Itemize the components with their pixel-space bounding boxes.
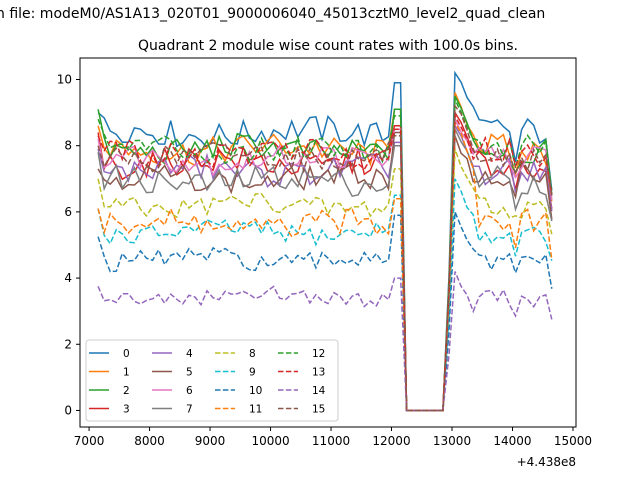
series-layer [97,70,553,412]
legend-label: 2 [123,385,130,397]
y-tick-label: 10 [57,73,72,87]
legend-label: 3 [123,404,130,416]
legend-label: 10 [249,385,262,397]
y-axis: 0 2 4 6 8 10 [57,73,80,417]
x-tick-label: 14000 [493,434,531,448]
legend-label: 12 [312,348,325,360]
x-tick-label: 10000 [251,434,289,448]
legend-label: 11 [249,404,262,416]
series-line-7 [97,128,553,412]
legend-label: 14 [312,385,326,397]
y-tick-label: 6 [64,205,72,219]
chart-title: Quadrant 2 module wise count rates with … [138,38,518,54]
x-axis: 7000 8000 9000 10000 11000 12000 13000 14000 150… [74,427,592,448]
legend-label: 5 [186,367,193,379]
series-line-13 [97,113,553,412]
x-tick-label: 9000 [195,434,226,448]
y-tick-label: 0 [64,403,72,417]
x-tick-label: 15000 [554,434,592,448]
series-line-15 [97,103,553,412]
series-line-6 [97,118,553,412]
legend-label: 6 [186,385,193,397]
legend-label: 1 [123,367,130,379]
series-line-5 [97,131,553,412]
y-tick-label: 8 [64,139,72,153]
x-tick-label: 13000 [433,434,471,448]
figure-suptitle: n file: modeM0/AS1A13_020T01_9000006040_… [0,6,545,22]
plot-area: 7000 8000 9000 10000 11000 12000 13000 14000 150… [57,57,592,469]
legend-box [85,339,339,422]
axes-frame [79,57,577,428]
series-line-10 [97,211,553,412]
series-line-8 [97,148,553,412]
x-tick-label: 8000 [134,434,165,448]
legend-label: 9 [249,367,256,379]
x-tick-label: 11000 [312,434,350,448]
x-tick-label: 12000 [372,434,410,448]
legend-label: 0 [123,348,130,360]
series-line-11 [97,119,553,412]
legend-label: 13 [312,367,325,379]
legend-label: 4 [186,348,193,360]
x-offset-label: +4.438e8 [517,455,576,469]
x-tick-label: 7000 [74,434,105,448]
series-line-9 [97,178,553,412]
y-tick-label: 4 [64,271,72,285]
legend-label: 7 [186,404,193,416]
series-line-12 [97,99,553,412]
legend-label: 8 [249,348,256,360]
legend-label: 15 [312,404,325,416]
series-line-0 [97,70,553,412]
y-tick-label: 2 [64,337,72,351]
series-line-14 [97,271,553,412]
